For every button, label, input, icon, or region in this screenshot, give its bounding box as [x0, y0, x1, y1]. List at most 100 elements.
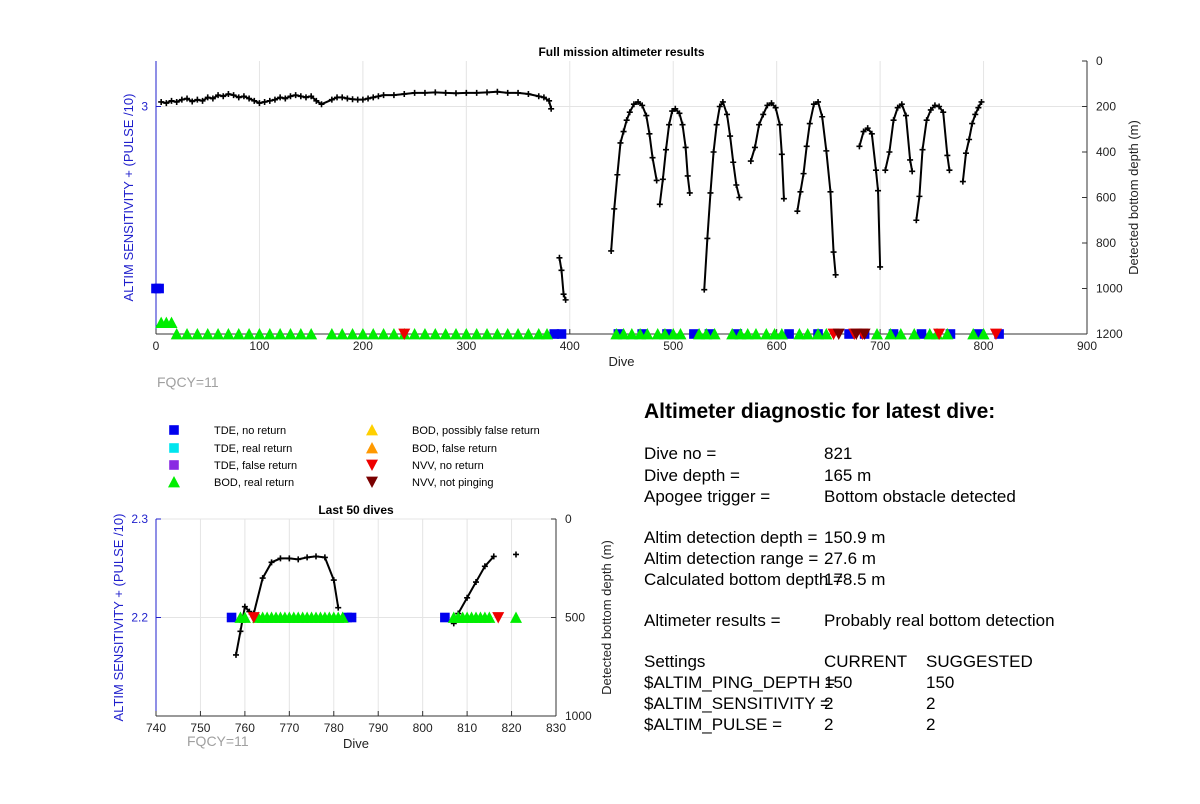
depth-point — [662, 146, 669, 153]
right-tick-label: 0 — [1096, 54, 1103, 68]
x-tick-label: 200 — [353, 339, 373, 353]
depth-point — [204, 94, 211, 101]
right-tick-label: 1200 — [1096, 327, 1123, 341]
depth-point — [635, 98, 642, 105]
depth-point — [277, 555, 284, 562]
depth-point — [328, 96, 335, 103]
x-tick-label: 810 — [457, 721, 477, 735]
depth-point — [710, 149, 717, 155]
depth-point — [659, 176, 666, 183]
depth-point — [215, 92, 222, 99]
nvv-no-return-marker — [989, 328, 1002, 340]
tde-no-return-marker — [556, 329, 567, 339]
depth-point — [241, 603, 248, 610]
depth-point — [335, 604, 342, 611]
depth-point — [962, 150, 969, 157]
right-tick-label: 200 — [1096, 100, 1116, 114]
legend-label: NVV, not pinging — [412, 477, 494, 489]
depth-point — [639, 102, 646, 109]
depth-point — [902, 112, 909, 119]
depth-point — [525, 90, 532, 97]
depth-point — [669, 108, 676, 115]
bod-real-return-marker — [522, 328, 535, 340]
bod-real-return-marker — [760, 328, 773, 340]
bod-real-return-marker — [820, 328, 833, 340]
legend-label: TDE, false return — [214, 460, 297, 472]
depth-point — [969, 120, 976, 127]
depth-point — [672, 105, 679, 112]
depth-point — [225, 90, 232, 97]
depth-point — [776, 121, 783, 128]
depth-point — [682, 144, 689, 151]
bod-real-return-marker — [170, 328, 183, 340]
dive-depth-label: Dive depth = — [644, 466, 740, 485]
depth-point — [370, 94, 377, 101]
bod-real-return-marker — [429, 328, 442, 340]
legend-marker-nvv-no-return — [366, 459, 378, 471]
bod-real-return-marker — [775, 328, 788, 340]
nvv-no-return-marker — [492, 612, 505, 624]
depth-point — [608, 247, 615, 254]
depth-point — [972, 111, 979, 118]
bod-real-return-marker — [625, 328, 638, 340]
bod-real-return-marker — [212, 328, 225, 340]
legend-label: TDE, real return — [214, 443, 292, 455]
depth-point — [649, 154, 656, 161]
depth-point — [927, 106, 934, 113]
fqcy-annotation: FQCY=11 — [157, 374, 219, 390]
depth-point — [919, 146, 926, 153]
bod-real-return-marker — [491, 328, 504, 340]
dive-depth-value: 165 m — [824, 466, 872, 485]
depth-point — [617, 139, 624, 146]
depth-point — [168, 97, 175, 104]
depth-trace-line — [610, 100, 658, 252]
bod-real-return-marker — [481, 328, 494, 340]
ping-depth-suggested: 150 — [926, 673, 955, 692]
bod-real-return-marker — [470, 328, 483, 340]
bod-real-return-marker — [460, 328, 473, 340]
legend-label: BOD, false return — [412, 443, 497, 455]
depth-point — [271, 96, 278, 103]
bod-real-return-marker — [165, 316, 178, 329]
bod-real-return-marker — [325, 328, 338, 340]
depth-point — [626, 109, 633, 116]
left-tick-label: 2.3 — [131, 512, 148, 526]
x-tick-label: 750 — [190, 721, 210, 735]
depth-point — [339, 94, 346, 101]
depth-point — [877, 263, 884, 270]
x-tick-label: 0 — [153, 339, 160, 353]
bod-real-return-marker — [483, 611, 496, 623]
tde-no-return-marker — [784, 329, 794, 339]
depth-trace-line — [961, 101, 983, 182]
depth-point — [560, 291, 567, 298]
depth-point — [875, 187, 882, 194]
depth-point — [868, 130, 875, 137]
depth-point — [614, 171, 621, 178]
depth-point — [620, 128, 627, 135]
depth-point — [800, 170, 807, 177]
bod-real-return-marker — [336, 328, 349, 340]
bod-real-return-marker — [793, 328, 806, 340]
depth-point — [546, 97, 553, 104]
depth-point — [463, 89, 470, 96]
legend-label: NVV, no return — [412, 460, 484, 472]
depth-point — [727, 133, 734, 140]
depth-point — [653, 177, 660, 184]
x-tick-label: 740 — [146, 721, 166, 735]
sensitivity-current: 2 — [824, 694, 834, 713]
tde-no-return-marker — [689, 329, 699, 339]
bod-real-return-marker — [191, 328, 204, 340]
legend-label: BOD, possibly false return — [412, 425, 540, 437]
depth-point — [704, 235, 711, 242]
bod-real-return-marker — [181, 328, 194, 340]
depth-point — [481, 563, 488, 570]
depth-point — [494, 88, 501, 95]
bod-real-return-marker — [977, 328, 990, 340]
tde-no-return-marker — [916, 329, 927, 339]
x-tick-label: 600 — [767, 339, 787, 353]
depth-point — [819, 113, 826, 120]
bod-real-return-marker — [284, 328, 297, 340]
depth-point — [679, 121, 686, 128]
legend-marker-tde-no-return — [169, 425, 179, 435]
depth-point — [432, 89, 439, 96]
